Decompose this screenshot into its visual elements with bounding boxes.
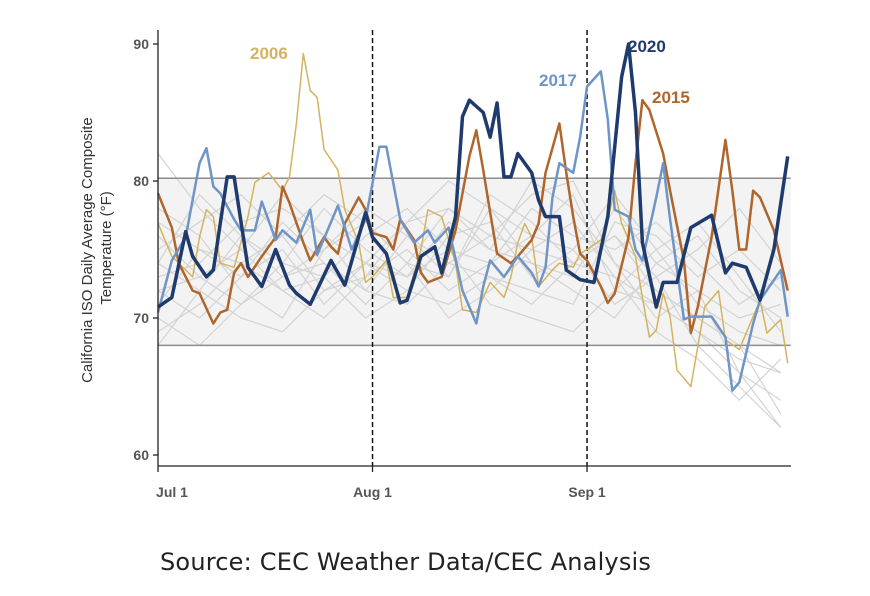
y-tick-label: 90 [133, 36, 149, 52]
y-axis-label-line-2: Temperature (°F) [98, 191, 115, 305]
y-tick-label: 80 [133, 173, 149, 189]
series-label-2020: 2020 [628, 37, 666, 56]
x-tick-label: Aug 1 [353, 484, 392, 500]
source-caption: Source: CEC Weather Data/CEC Analysis [160, 548, 652, 576]
background-year-line [157, 153, 782, 319]
background-year-line [157, 207, 782, 319]
y-axis-ticks: 60 70 80 90 [133, 36, 158, 463]
x-tick-label: Sep 1 [568, 484, 606, 500]
series-label-2015: 2015 [652, 88, 690, 107]
series-label-2017: 2017 [539, 71, 577, 90]
y-axis-label-line-1: California ISO Daily Average Composite [79, 117, 96, 383]
y-axis-label: California ISO Daily Average Composite T… [79, 113, 115, 383]
temperature-chart: 60 70 80 90 Jul 1 Aug 1 Sep 1 California ISO … [79, 30, 791, 500]
x-tick-label: Jul 1 [156, 484, 188, 500]
background-year-line [157, 180, 782, 374]
series-label-2006: 2006 [250, 44, 288, 63]
x-axis-ticks: Jul 1 Aug 1 Sep 1 [156, 466, 606, 500]
series-line-2006 [157, 52, 789, 388]
month-reference-lines [371, 30, 588, 466]
y-tick-label: 70 [133, 310, 149, 326]
series-line-2017 [156, 70, 789, 392]
highlighted-year-lines [156, 42, 790, 392]
y-tick-label: 60 [133, 447, 149, 463]
background-year-line [157, 248, 782, 428]
series-line-2015 [156, 98, 789, 335]
series-line-2020 [157, 42, 790, 309]
